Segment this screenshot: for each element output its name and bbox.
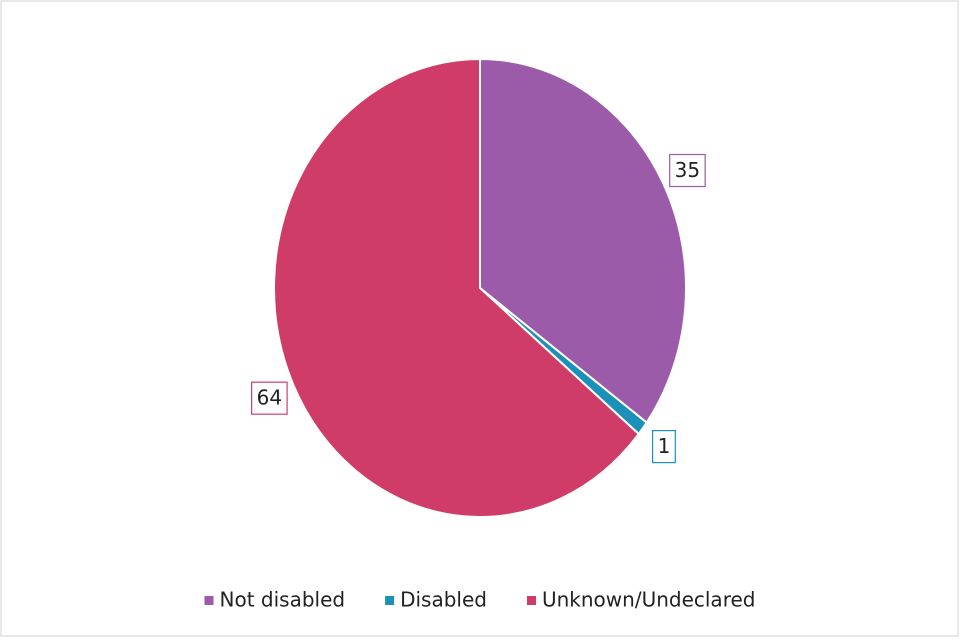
legend-label: Disabled	[400, 588, 487, 612]
data-label: 35	[675, 158, 700, 182]
data-label-box	[251, 381, 288, 415]
data-label-box	[651, 430, 676, 464]
data-label: 1	[658, 434, 671, 458]
legend-marker	[385, 596, 395, 605]
legend-label: Not disabled	[220, 588, 346, 612]
legend-marker	[204, 596, 214, 605]
pie-slice	[273, 57, 641, 518]
legend-label: Unknown/Undeclared	[542, 588, 756, 612]
data-label-box	[669, 153, 706, 188]
legend-marker	[526, 596, 536, 605]
pie-slice	[479, 57, 687, 425]
data-label: 64	[257, 386, 282, 410]
